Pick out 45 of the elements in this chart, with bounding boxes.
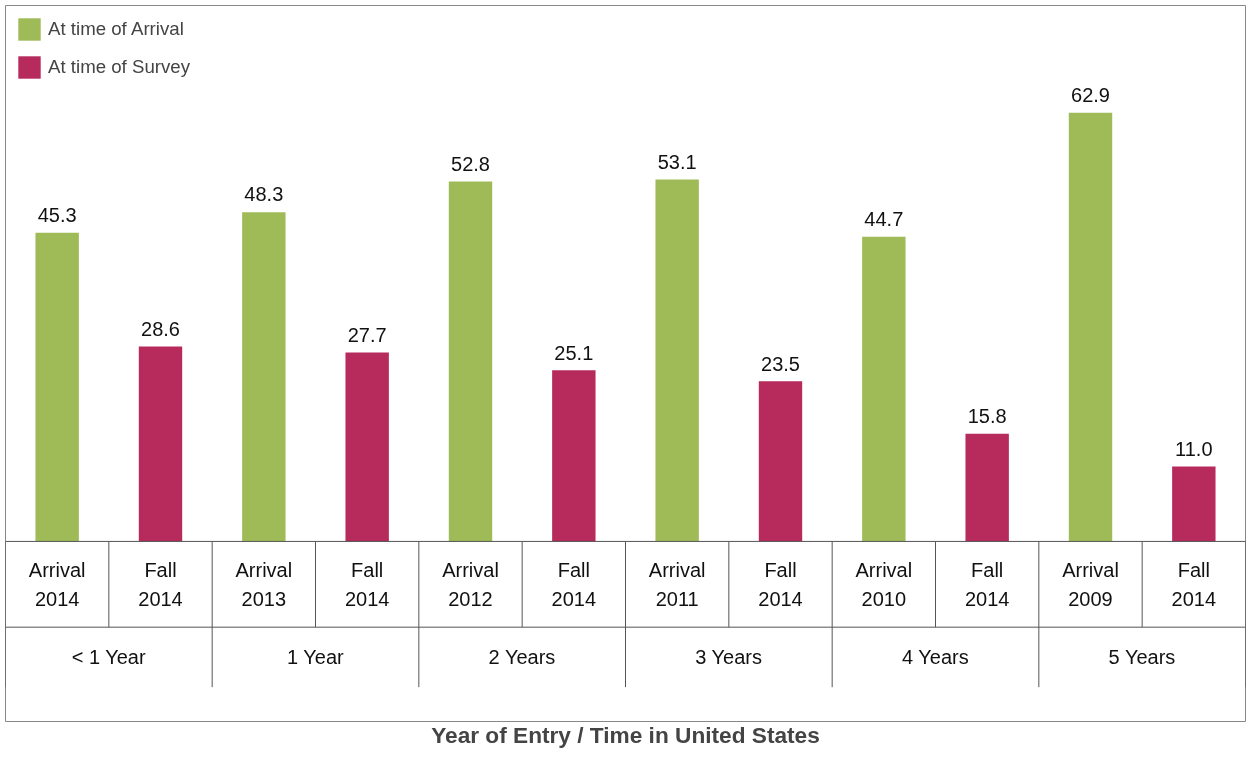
- bar: [758, 381, 803, 542]
- data-label: 11.0: [1175, 437, 1213, 460]
- data-label: 25.1: [554, 341, 594, 364]
- x-tick-label: Fall 2014: [758, 559, 803, 610]
- data-label: 45.3: [37, 203, 77, 226]
- data-label: 62.9: [1071, 83, 1110, 106]
- x-tick-label: Arrival 2012: [442, 559, 499, 610]
- data-label: 52.8: [451, 152, 490, 175]
- x-tick-label: Arrival 2011: [648, 559, 706, 610]
- x-tick-label: Fall 2014: [551, 559, 597, 610]
- x-tick-label: Arrival 2010: [855, 559, 913, 610]
- text: 1 Year: [286, 646, 345, 669]
- text: 2 Years: [488, 646, 556, 669]
- bar: [242, 212, 286, 542]
- text: 4 Years: [901, 646, 969, 669]
- bar: [1068, 112, 1113, 542]
- bar: [862, 236, 906, 542]
- data-label: 23.5: [761, 352, 800, 375]
- text: 3 Years: [695, 646, 763, 669]
- x-tick-label: Fall 2014: [964, 559, 1010, 610]
- data-label: 15.8: [967, 405, 1007, 428]
- bar: [552, 370, 596, 542]
- data-label: 28.6: [141, 317, 180, 340]
- legend-label: At time of Arrival: [48, 18, 184, 40]
- x-tick-label: Fall 2014: [344, 559, 390, 610]
- x-axis-title: Year of Entry / Time in United States: [431, 721, 820, 748]
- x-tick-label: Arrival 2013: [235, 559, 293, 610]
- x-tick-label: Fall 2014: [1171, 559, 1217, 610]
- bar: [35, 232, 79, 542]
- text: < 1 Year: [71, 646, 146, 669]
- x-tick-label: Arrival 2009: [1062, 559, 1119, 610]
- x-tick-label: Arrival 2014: [28, 559, 86, 610]
- data-label: 44.7: [864, 208, 904, 231]
- data-label: 48.3: [244, 183, 284, 206]
- bar: [965, 433, 1009, 542]
- bar: [655, 179, 699, 542]
- data-label: 53.1: [657, 150, 697, 173]
- bar: [448, 181, 493, 542]
- x-tick-label: Fall 2014: [138, 559, 183, 610]
- data-label: 27.7: [347, 323, 387, 346]
- text: 5 Years: [1108, 646, 1176, 669]
- bar: [1172, 466, 1216, 542]
- legend-label: At time of Survey: [48, 56, 191, 78]
- bar: [345, 352, 389, 542]
- bar: [138, 346, 183, 542]
